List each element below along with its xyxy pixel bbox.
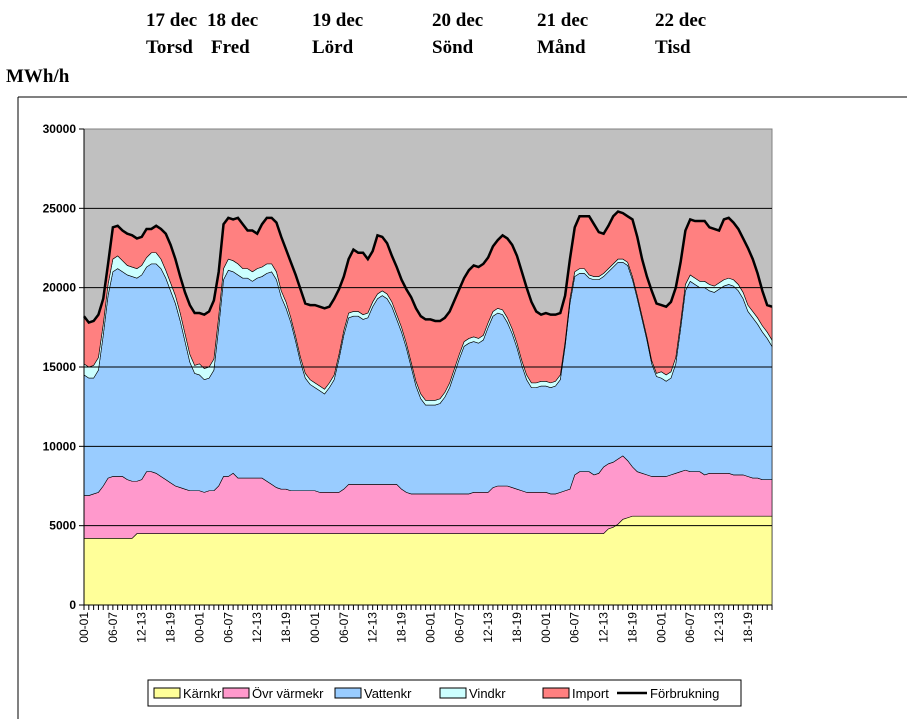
x-tick-label: 06-07 [568,612,582,643]
y-tick-label: 25000 [43,201,77,215]
day-date: 22 dec [655,10,706,31]
x-tick-label: 06-07 [106,612,120,643]
x-tick-label: 06-07 [452,612,466,643]
y-tick-label: 20000 [43,281,77,295]
line-series [83,210,773,325]
day-name: Sönd [432,37,474,58]
x-tick-label: 06-07 [337,612,351,643]
day-name: Månd [537,37,586,58]
legend-label: Förbrukning [650,686,719,701]
x-tick-label: 18-19 [741,612,755,643]
y-tick-label: 15000 [43,360,77,374]
x-tick-label: 00-01 [308,612,322,643]
day-name: Lörd [312,37,354,58]
legend-label: Vindkr [469,686,506,701]
day-name: Tisd [655,37,691,58]
x-tick-label: 18-19 [164,612,178,643]
legend-swatch [334,687,362,699]
x-tick-label: 12-13 [481,612,495,643]
x-tick-label: 06-07 [683,612,697,643]
x-tick-label: 18-19 [625,612,639,643]
legend-swatch [222,687,250,699]
y-tick-label: 5000 [49,519,76,533]
x-tick-label: 18-19 [510,612,524,643]
day-date: 19 dec [312,10,363,31]
x-tick-label: 12-13 [366,612,380,643]
x-tick-label: 18-19 [395,612,409,643]
legend-swatch [542,687,570,699]
day-date: 21 dec [537,10,588,31]
x-tick-label: 12-13 [712,612,726,643]
x-tick-label: 12-13 [135,612,149,643]
x-tick-label: 00-01 [77,612,91,643]
x-tick-label: 12-13 [597,612,611,643]
legend-label: Övr värmekr [252,686,324,701]
day-name: Fred [211,37,250,58]
y-axis-unit: MWh/h [6,66,70,87]
legend-swatch [153,687,181,699]
x-tick-label: 00-01 [654,612,668,643]
legend-label: Import [572,686,609,701]
x-tick-label: 06-07 [221,612,235,643]
y-tick-label: 10000 [43,439,77,453]
x-tick-label: 00-01 [192,612,206,643]
legend-label: Vattenkr [364,686,412,701]
legend-swatch [439,687,467,699]
day-date: 20 dec [432,10,483,31]
day-name: Torsd [146,37,193,58]
x-tick-label: 00-01 [539,612,553,643]
x-tick-label: 00-01 [423,612,437,643]
y-tick-label: 0 [69,598,76,612]
x-tick-label: 18-19 [279,612,293,643]
day-date: 17 dec [146,10,197,31]
y-tick-label: 30000 [43,122,77,136]
x-tick-label: 12-13 [250,612,264,643]
day-date: 18 dec [207,10,258,31]
legend-label: Kärnkr [183,686,222,701]
